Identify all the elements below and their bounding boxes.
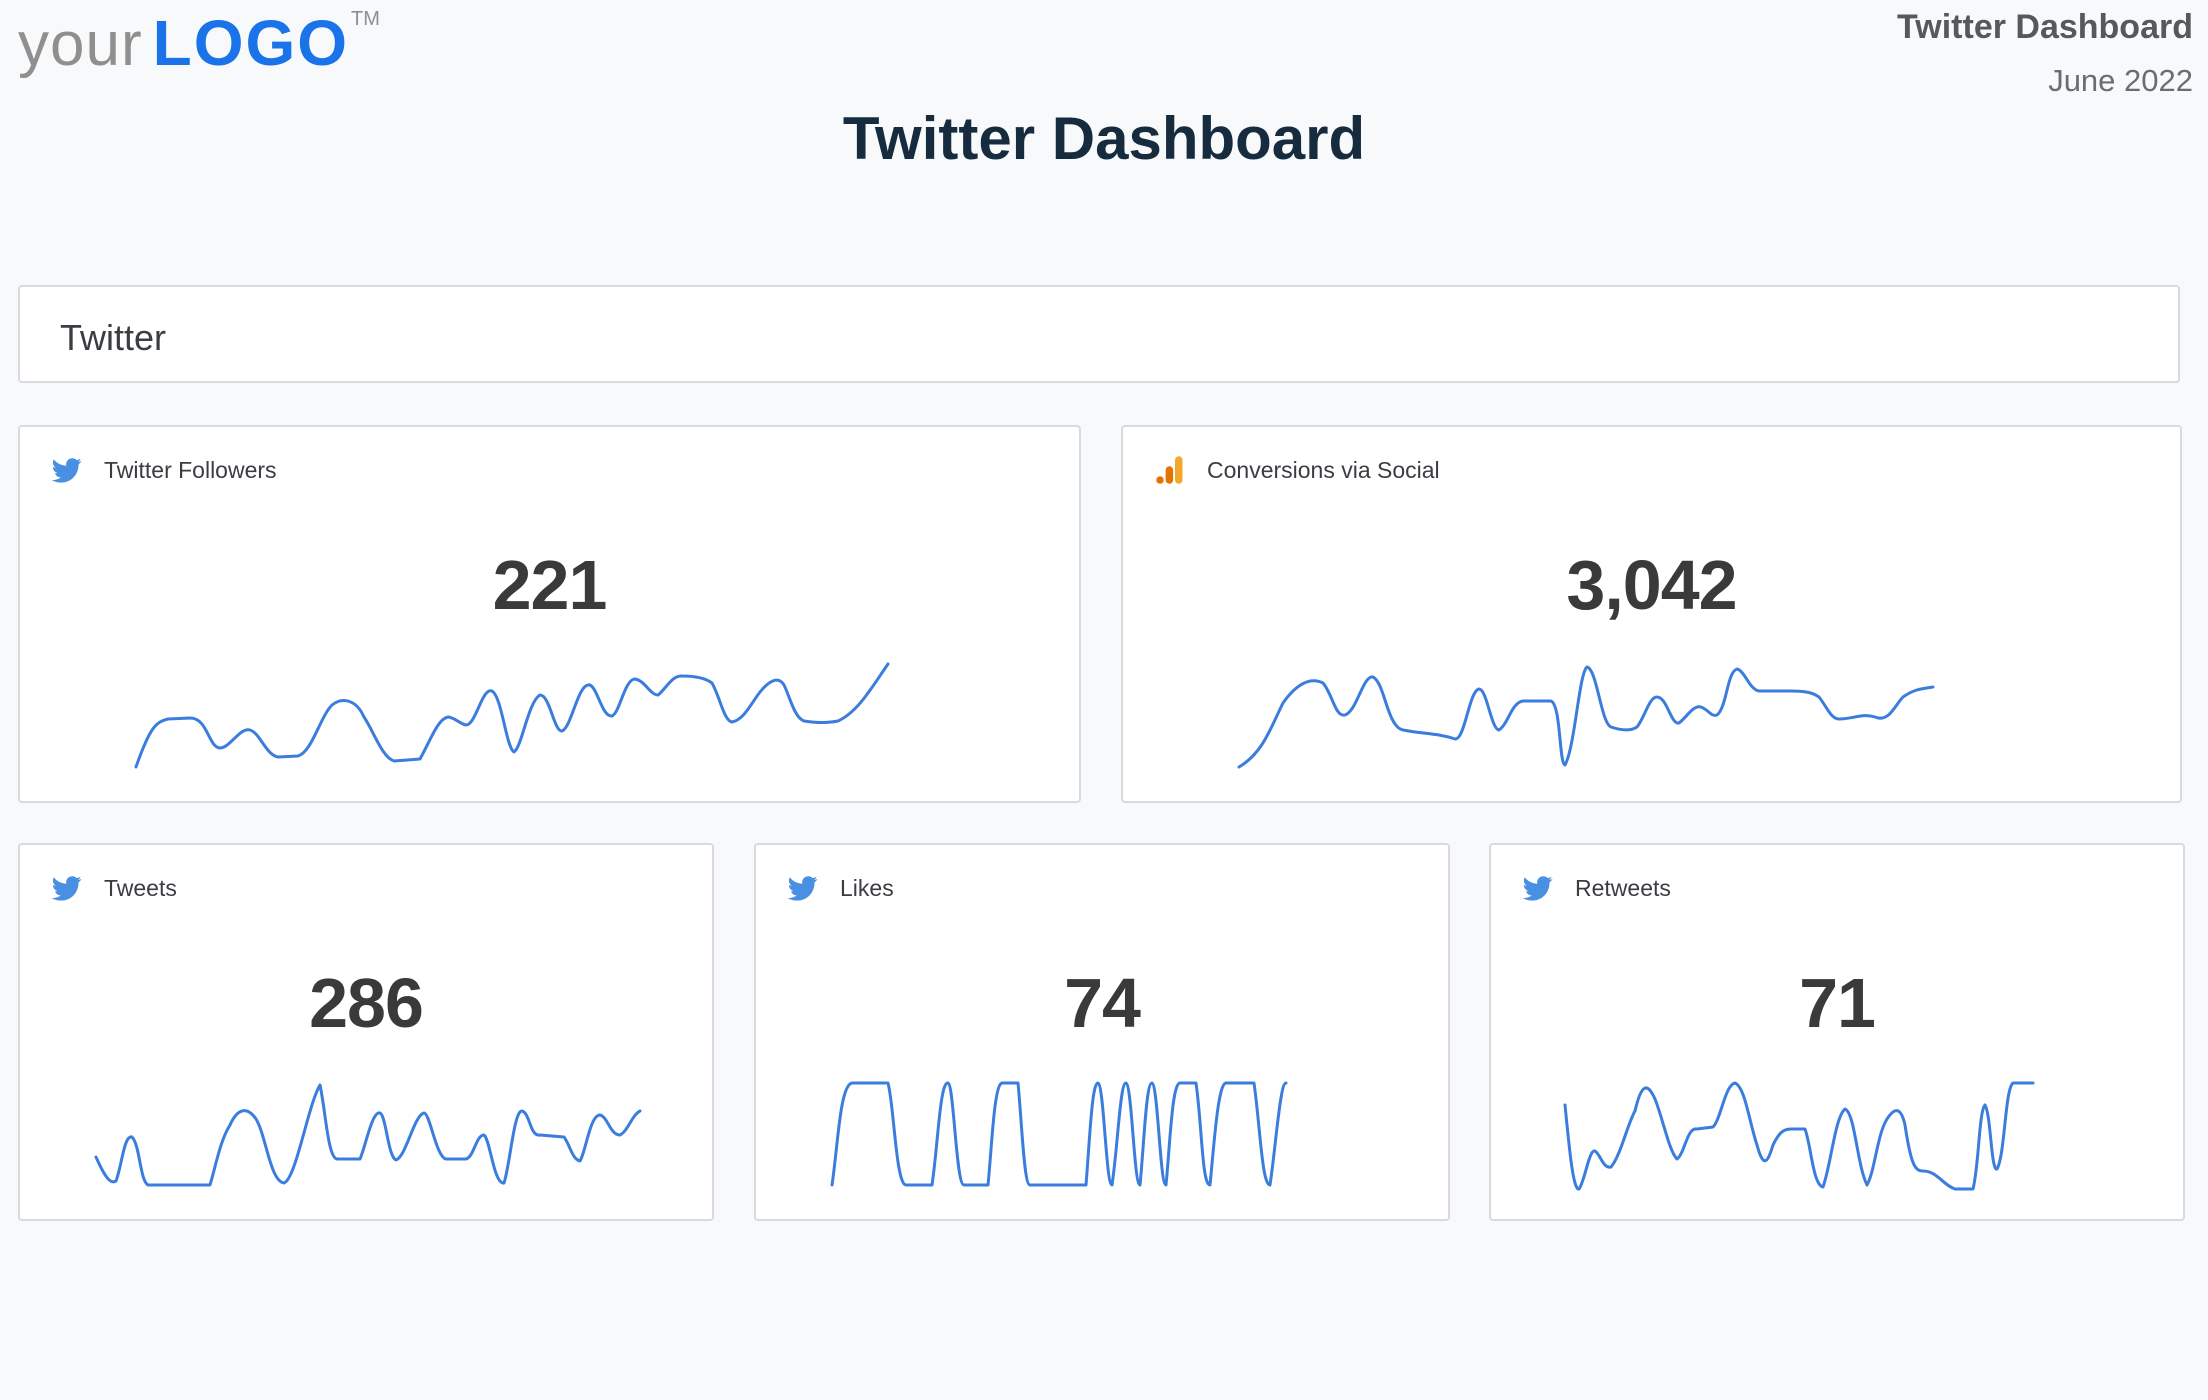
tweets-sparkline [94,1083,642,1187]
twitter-bird-icon [52,876,82,901]
card-label: Tweets [104,874,177,901]
retweets-sparkline [1563,1081,2035,1191]
card-label: Retweets [1575,874,1671,901]
metric-card-retweets[interactable]: Retweets 71 [1489,843,2185,1221]
followers-sparkline [134,662,890,769]
conversions-sparkline [1237,665,1935,769]
card-label: Likes [840,874,894,901]
twitter-bird-icon [788,876,818,901]
twitter-bird-icon [52,458,82,483]
logo-trademark: TM [351,8,380,30]
page-title: Twitter Dashboard [842,105,1366,172]
metric-card-tweets[interactable]: Tweets 286 [18,843,714,1221]
metric-value: 71 [1799,964,1876,1042]
metric-value: 74 [1064,964,1141,1042]
company-logo: your LOGO TM [18,6,380,86]
report-title: Twitter Dashboard [1897,8,2193,46]
metric-card-conversions-via-social[interactable]: Conversions via Social 3,042 [1121,425,2182,803]
likes-sparkline [830,1081,1288,1187]
card-label: Twitter Followers [104,456,277,483]
metric-card-twitter-followers[interactable]: Twitter Followers 221 [18,425,1081,803]
metric-value: 286 [309,964,424,1042]
twitter-bird-icon [1523,876,1553,901]
report-period: June 2022 [2048,63,2193,98]
metric-value: 221 [492,546,608,624]
logo-prefix: your [18,10,143,79]
metric-card-likes[interactable]: Likes 74 [754,843,1450,1221]
report-header: Twitter Dashboard June 2022 [1897,8,2193,99]
card-label: Conversions via Social [1207,456,1440,483]
section-header-twitter: Twitter [18,285,2180,383]
analytics-bars-icon [1156,456,1183,484]
metric-value: 3,042 [1566,546,1737,624]
logo-brand: LOGO [152,7,350,79]
section-title: Twitter [60,317,167,358]
